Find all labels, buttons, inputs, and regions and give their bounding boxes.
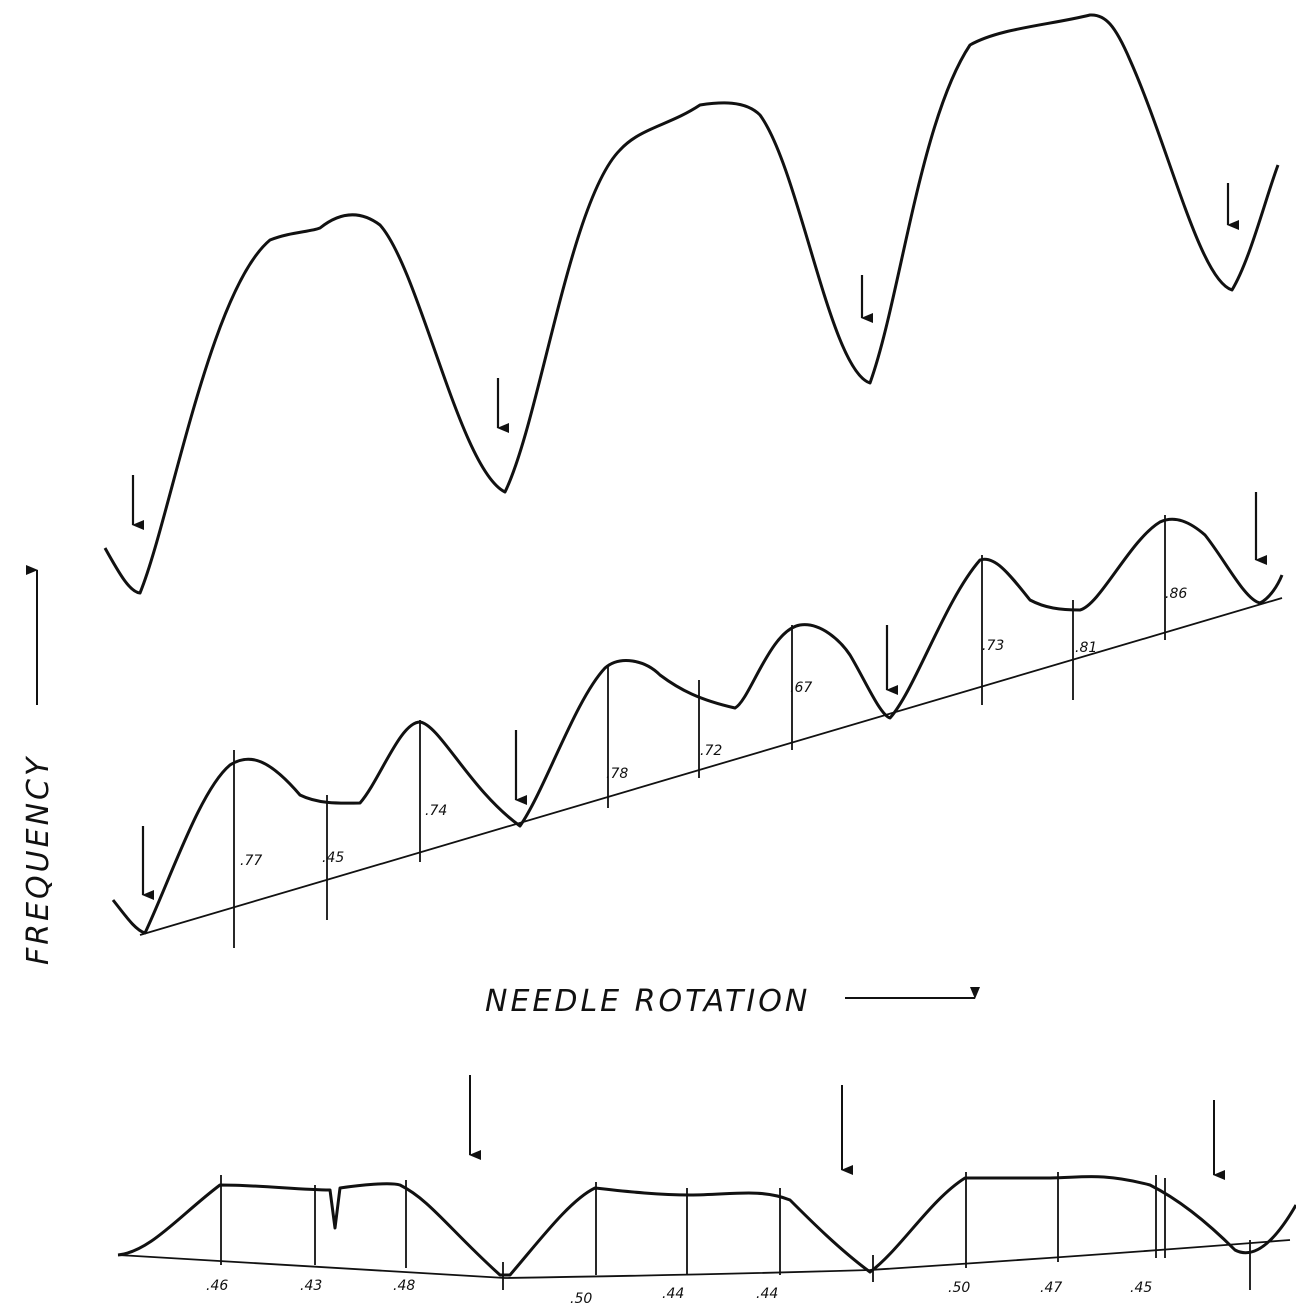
trace-label: .50 (948, 1280, 970, 1296)
top-arrows (131, 183, 1239, 530)
trace-label: .50 (570, 1291, 592, 1307)
trace-label: .86 (1165, 586, 1187, 602)
x-axis-label: NEEDLE ROTATION (485, 984, 810, 1019)
trace-label: .47 (1040, 1280, 1062, 1296)
trace-label: .73 (982, 638, 1004, 654)
trace-label: .44 (662, 1286, 684, 1302)
trace-label: .45 (1130, 1280, 1152, 1296)
trace-label: .74 (425, 803, 447, 819)
trace-label: .72 (700, 743, 722, 759)
trace-labels: .77 .45 .74 .78 .72 .67 .73 .81 .86 .46 .43 .48 .50.… (206, 586, 1187, 1307)
middle-verticals (233, 515, 1166, 948)
top-trace (103, 13, 1280, 595)
trace-label: .78 (606, 766, 628, 782)
bottom-verticals (220, 1172, 1251, 1290)
middle-arrows (141, 492, 1267, 900)
trace-label: .67 (790, 680, 812, 696)
trace-label: .81 (1075, 640, 1097, 656)
trace-label: .77 (240, 853, 262, 869)
bottom-arrows (469, 1075, 1225, 1180)
middle-trace (111, 517, 1284, 935)
y-axis-label: FREQUENCY (21, 755, 56, 965)
trace-label: .48 (393, 1278, 415, 1294)
trace-label: .46 (206, 1278, 228, 1294)
trace-label: .43 (300, 1278, 322, 1294)
bottom-trace (117, 1175, 1296, 1277)
bottom-baseline (117, 1239, 1291, 1279)
trace-label: .45 (322, 850, 344, 866)
trace-label: .44 (756, 1286, 778, 1302)
middle-baseline (139, 597, 1283, 936)
